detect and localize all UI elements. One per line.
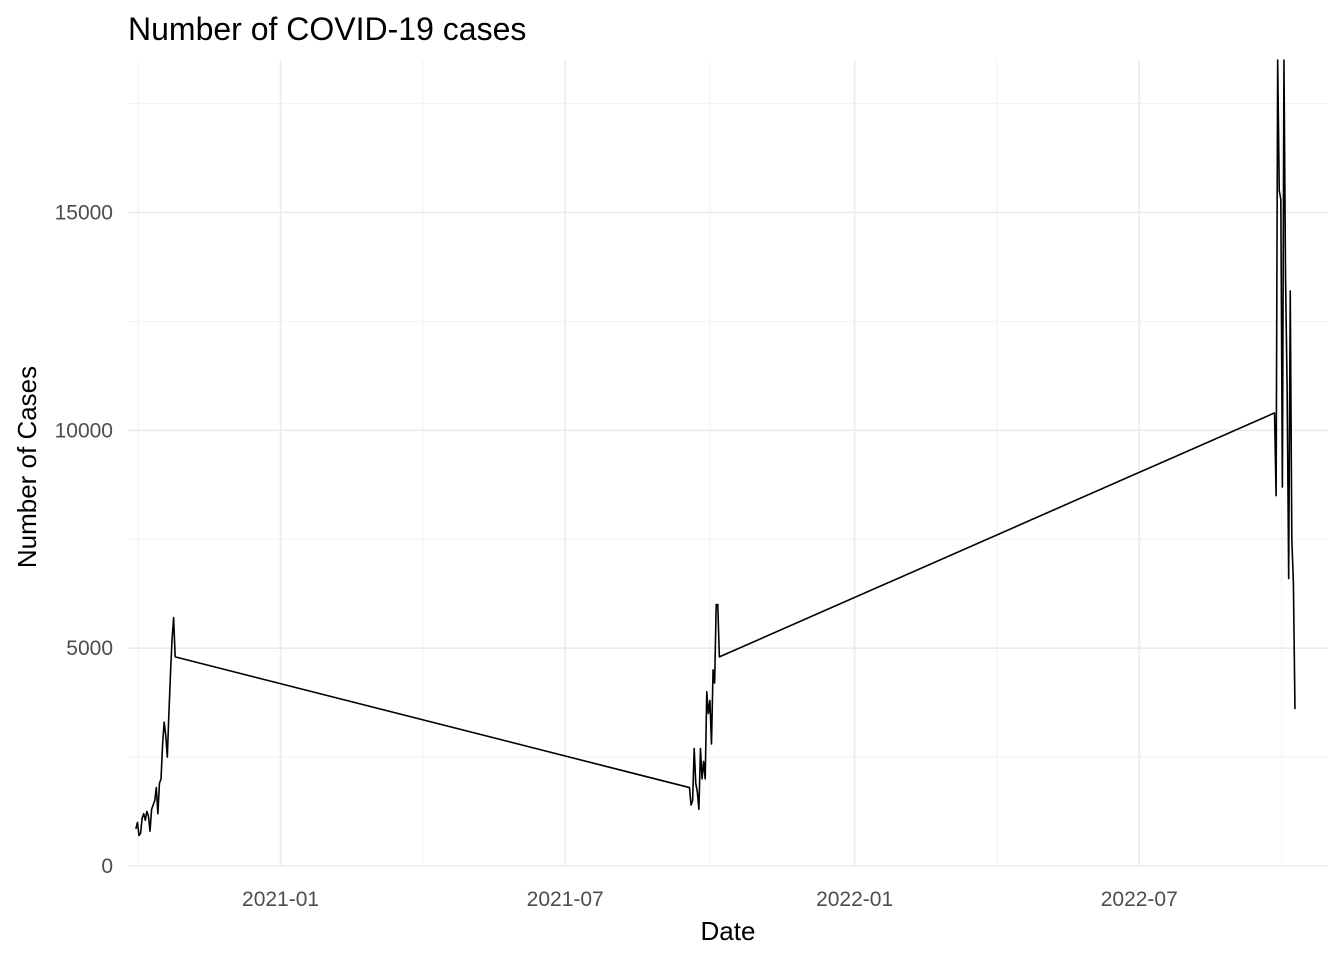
major-gridlines — [128, 60, 1328, 867]
series-layer — [135, 59, 1296, 837]
y-tick-label: 5000 — [66, 637, 113, 660]
y-tick-label: 10000 — [55, 419, 113, 442]
y-tick-label: 0 — [101, 855, 113, 878]
y-tick-label: 15000 — [55, 201, 113, 224]
minor-gridlines — [128, 60, 1328, 866]
x-tick-label: 2021-07 — [527, 888, 604, 911]
x-tick-label: 2022-01 — [816, 888, 893, 911]
chart-title: Number of COVID-19 cases — [128, 11, 526, 47]
x-axis-ticks: 2021-01 2021-07 2022-01 2022-07 — [242, 888, 1178, 911]
x-tick-label: 2021-01 — [242, 888, 319, 911]
y-axis-title: Number of Cases — [12, 366, 42, 568]
series-line — [135, 59, 1296, 837]
y-axis-ticks: 0 5000 10000 15000 — [55, 201, 113, 878]
x-tick-label: 2022-07 — [1101, 888, 1178, 911]
x-axis-title: Date — [701, 916, 756, 946]
